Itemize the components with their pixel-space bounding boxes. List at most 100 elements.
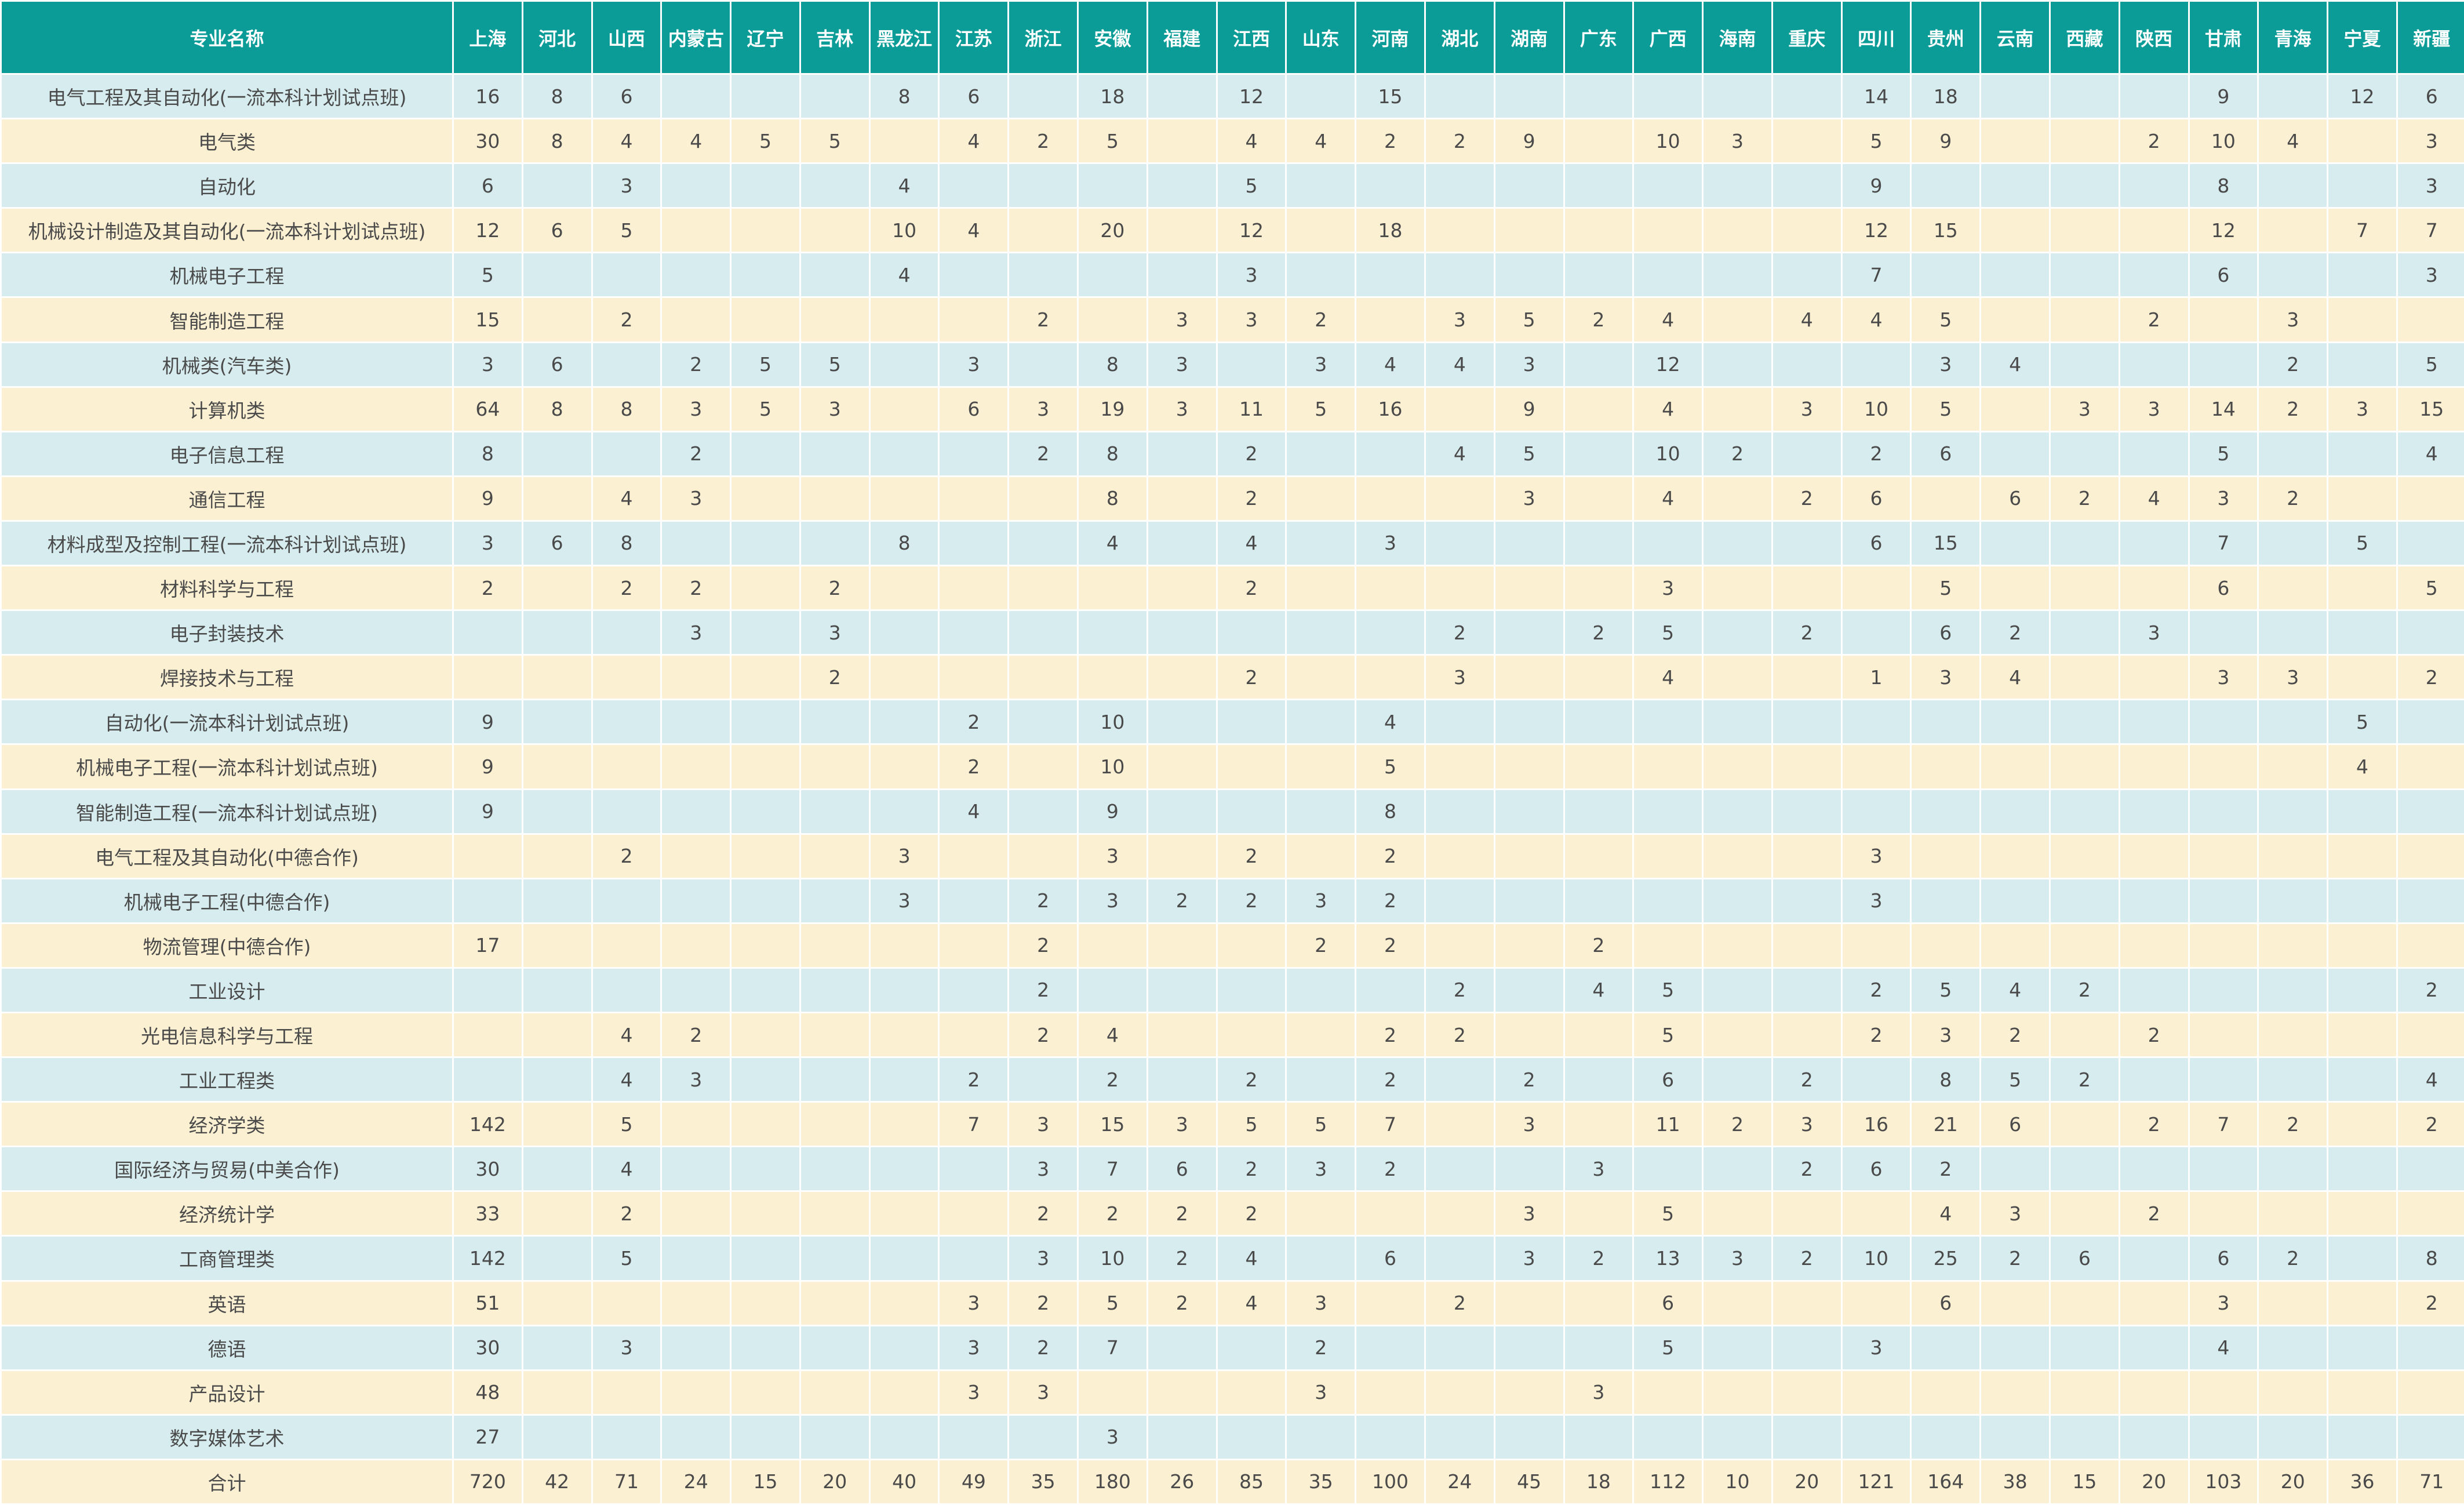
quota-cell: 5 <box>730 341 801 388</box>
quota-cell: 2 <box>2048 475 2120 522</box>
quota-cell: 5 <box>1215 1101 1287 1148</box>
quota-cell <box>591 788 663 835</box>
quota-cell <box>2257 1011 2329 1059</box>
header-province: 河北 <box>521 0 593 75</box>
quota-cell: 2 <box>1771 609 1843 656</box>
quota-cell: 33 <box>452 1190 523 1237</box>
quota-cell: 2 <box>1215 475 1287 522</box>
quota-cell <box>2257 1056 2329 1103</box>
quota-cell: 6 <box>1355 1235 1426 1282</box>
quota-cell: 4 <box>938 207 1010 254</box>
quota-cell <box>660 877 732 924</box>
quota-cell <box>1771 1369 1843 1416</box>
quota-cell <box>1632 1369 1704 1416</box>
major-name-cell: 机械电子工程 <box>0 252 454 299</box>
quota-cell: 10 <box>1077 699 1148 746</box>
quota-cell: 6 <box>521 207 593 254</box>
quota-cell <box>799 922 871 969</box>
quota-cell <box>521 1279 593 1326</box>
quota-cell <box>1285 1011 1357 1059</box>
quota-cell: 3 <box>2257 654 2329 701</box>
quota-cell <box>2188 609 2259 656</box>
quota-cell: 2 <box>2118 296 2190 343</box>
quota-cell <box>730 1190 801 1237</box>
table-row: 电子信息工程 8 2 2 8 2 4 5 10 2 2 6 5 4 <box>0 430 2464 477</box>
quota-cell: 5 <box>1840 118 1912 165</box>
major-name-cell: 国际经济与贸易(中美合作) <box>0 1146 454 1193</box>
quota-cell <box>938 1146 1010 1193</box>
quota-cell <box>1424 1413 1495 1460</box>
header-province: 山西 <box>591 0 663 75</box>
quota-cell: 5 <box>2327 699 2398 746</box>
quota-cell: 8 <box>2396 1235 2464 1282</box>
quota-cell: 2 <box>591 296 663 343</box>
quota-cell: 2 <box>1007 1324 1079 1371</box>
quota-cell: 100 <box>1355 1458 1426 1505</box>
quota-cell <box>1702 1011 1773 1059</box>
quota-cell: 2 <box>938 743 1010 790</box>
quota-cell <box>1493 966 1565 1013</box>
table-row: 机械类(汽车类) 3 6 2 5 5 3 8 3 3 4 4 3 12 3 4 2 5 <box>0 341 2464 388</box>
quota-cell <box>1007 699 1079 746</box>
quota-cell <box>591 699 663 746</box>
header-province: 湖北 <box>1424 0 1495 75</box>
table-row: 工业工程类 4 3 2 2 2 2 2 6 2 8 5 2 4 <box>0 1056 2464 1103</box>
quota-cell <box>1563 475 1635 522</box>
quota-cell <box>1285 654 1357 701</box>
quota-cell: 6 <box>452 162 523 209</box>
quota-cell <box>2396 877 2464 924</box>
quota-cell <box>1771 654 1843 701</box>
quota-cell <box>1146 922 1218 969</box>
quota-cell: 4 <box>1979 341 2051 388</box>
table-row: 数字媒体艺术 27 3 <box>0 1413 2464 1460</box>
quota-cell <box>521 966 593 1013</box>
quota-cell: 3 <box>938 1369 1010 1416</box>
quota-cell <box>660 788 732 835</box>
quota-cell <box>660 1413 732 1460</box>
table-row: 工业设计 2 2 4 5 2 5 4 2 2 <box>0 966 2464 1013</box>
quota-cell: 4 <box>2396 1056 2464 1103</box>
quota-cell <box>1493 1369 1565 1416</box>
quota-cell: 3 <box>452 519 523 567</box>
quota-cell <box>1563 833 1635 879</box>
quota-cell: 2 <box>1077 1056 1148 1103</box>
quota-cell <box>2327 1146 2398 1193</box>
quota-cell <box>730 162 801 209</box>
quota-cell: 4 <box>1424 341 1495 388</box>
quota-cell: 3 <box>1146 341 1218 388</box>
quota-cell <box>938 877 1010 924</box>
quota-cell <box>1285 788 1357 835</box>
quota-cell: 2 <box>1215 877 1287 924</box>
quota-cell <box>2396 475 2464 522</box>
quota-cell <box>2048 565 2120 612</box>
quota-cell <box>2327 1056 2398 1103</box>
quota-cell <box>2118 519 2190 567</box>
quota-cell: 64 <box>452 386 523 432</box>
quota-cell <box>521 922 593 969</box>
quota-cell <box>1493 519 1565 567</box>
quota-cell <box>868 966 940 1013</box>
quota-cell: 12 <box>2188 207 2259 254</box>
quota-cell <box>1702 296 1773 343</box>
quota-cell <box>938 966 1010 1013</box>
quota-cell <box>1979 162 2051 209</box>
quota-cell: 3 <box>1007 1101 1079 1148</box>
quota-cell <box>1979 1279 2051 1326</box>
quota-cell: 2 <box>2118 118 2190 165</box>
quota-cell <box>1146 699 1218 746</box>
header-province: 安徽 <box>1077 0 1148 75</box>
quota-cell <box>2048 1324 2120 1371</box>
quota-cell: 6 <box>1840 1146 1912 1193</box>
quota-cell: 18 <box>1910 72 1982 120</box>
quota-cell <box>2188 1190 2259 1237</box>
quota-cell <box>1146 788 1218 835</box>
quota-cell: 2 <box>1840 1011 1912 1059</box>
quota-cell: 5 <box>1632 1324 1704 1371</box>
quota-cell <box>660 252 732 299</box>
quota-cell <box>1632 1146 1704 1193</box>
quota-cell <box>591 654 663 701</box>
quota-cell <box>1702 72 1773 120</box>
quota-cell: 2 <box>1702 1101 1773 1148</box>
quota-cell <box>2188 296 2259 343</box>
quota-cell <box>868 1369 940 1416</box>
